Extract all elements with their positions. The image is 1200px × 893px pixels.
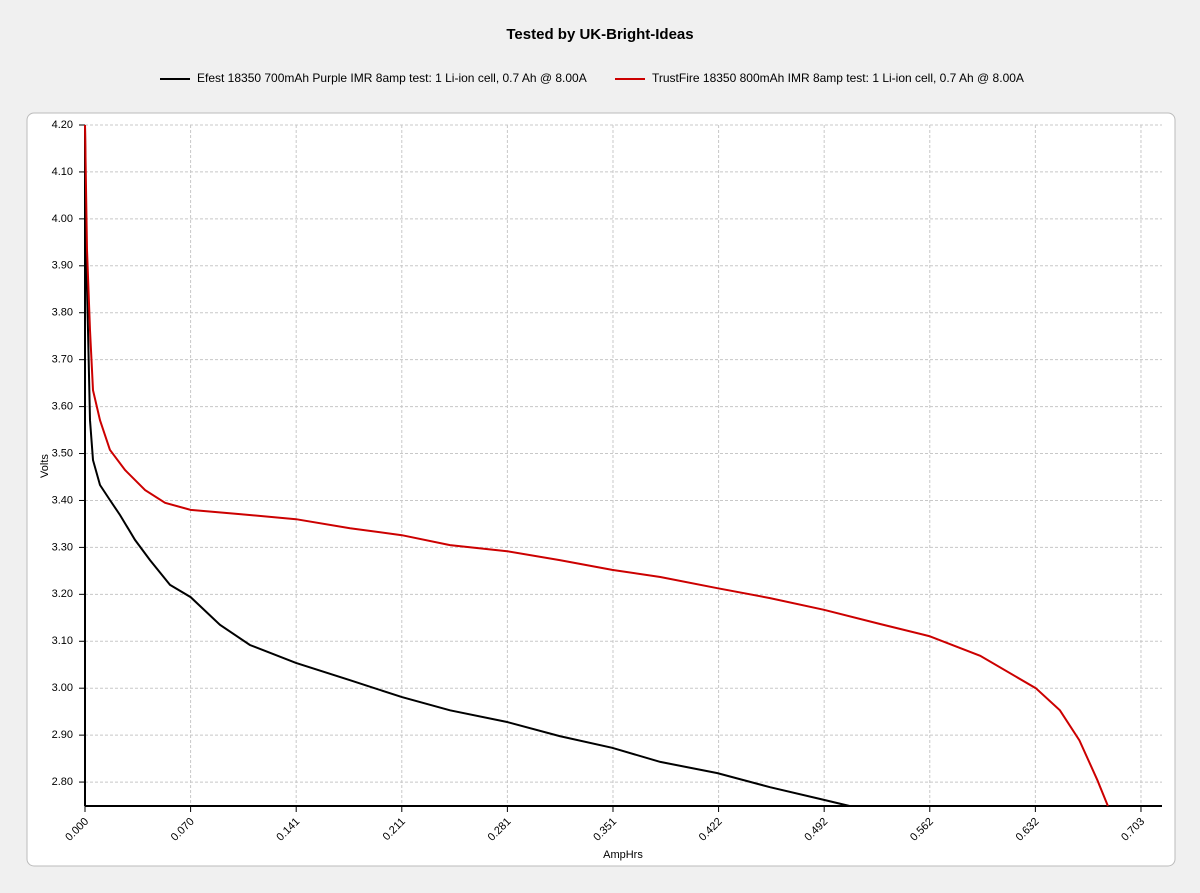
y-tick-label: 3.00 (52, 682, 73, 694)
y-tick-label: 3.10 (52, 635, 73, 647)
y-tick-label: 4.20 (52, 119, 73, 131)
line-series (84, 124, 1109, 807)
legend-label: TrustFire 18350 800mAh IMR 8amp test: 1 … (652, 71, 1024, 85)
y-tick-label: 3.90 (52, 260, 73, 272)
x-axis-label: AmpHrs (603, 849, 643, 861)
y-tick-label: 2.80 (52, 776, 73, 788)
y-tick-label: 3.50 (52, 447, 73, 459)
y-tick-label: 4.00 (52, 213, 73, 225)
y-tick-label: 3.40 (52, 494, 73, 506)
y-tick-label: 3.80 (52, 307, 73, 319)
y-tick-label: 3.30 (52, 541, 73, 553)
y-tick-label: 3.70 (52, 354, 73, 366)
y-tick-label: 2.90 (52, 729, 73, 741)
chart-title: Tested by UK-Bright-Ideas (506, 26, 693, 43)
y-axis-label: Volts (39, 454, 51, 478)
plot-panel (26, 112, 1176, 867)
legend-label: Efest 18350 700mAh Purple IMR 8amp test:… (197, 71, 587, 85)
y-tick-label: 3.20 (52, 588, 73, 600)
y-tick-label: 4.10 (52, 166, 73, 178)
line-series (84, 124, 850, 807)
y-tick-label: 3.60 (52, 401, 73, 413)
